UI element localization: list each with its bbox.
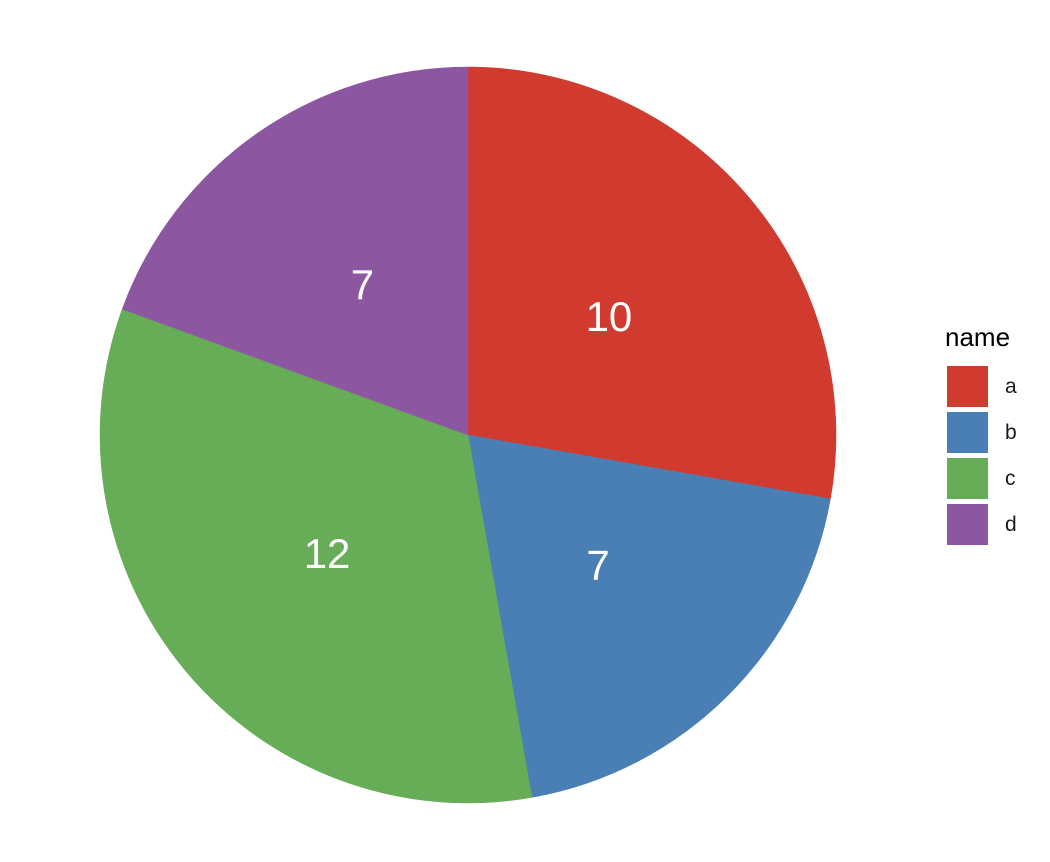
pie-slices xyxy=(99,66,837,804)
pie-slice-c xyxy=(99,308,533,804)
slice-value-label-c: 12 xyxy=(304,530,351,577)
slice-value-label-b: 7 xyxy=(586,542,609,589)
pie-slice-b xyxy=(467,434,831,798)
legend-key-d xyxy=(947,504,988,545)
legend-label-d: d xyxy=(1005,513,1017,536)
legend-label-c: c xyxy=(1005,467,1016,490)
legend-key-a xyxy=(947,366,988,407)
pie-slice-labels: 10 7 12 7 xyxy=(304,261,633,589)
pie-slice-d xyxy=(121,66,469,436)
legend-key-c xyxy=(947,458,988,499)
slice-value-label-d: 7 xyxy=(351,261,374,308)
pie-slice-a xyxy=(467,66,837,500)
legend-label-a: a xyxy=(1005,375,1017,398)
legend-title: name xyxy=(945,322,1010,352)
slice-value-label-a: 10 xyxy=(586,293,633,340)
legend-key-b xyxy=(947,412,988,453)
legend-label-b: b xyxy=(1005,421,1017,444)
